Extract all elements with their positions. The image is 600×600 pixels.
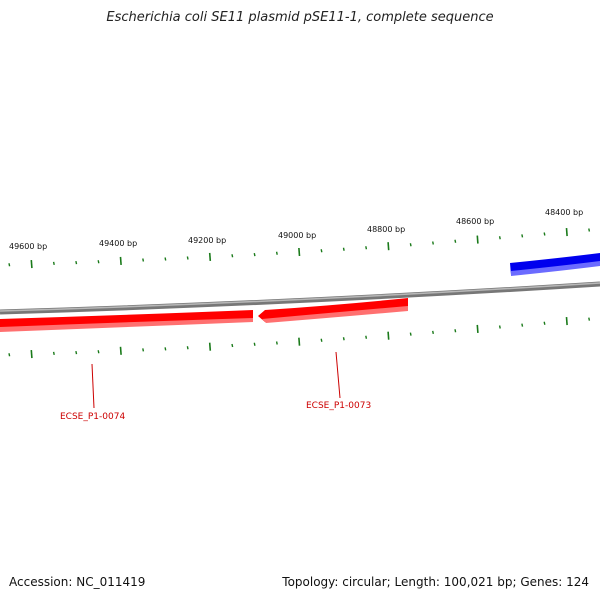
outer-tick-18 [409, 243, 412, 247]
gene-label-line-0073 [335, 351, 341, 399]
outer-tick-8 [186, 256, 189, 260]
outer-tick-5 [119, 256, 122, 265]
scale-label-49000: 49000 bp [278, 231, 316, 240]
scale-label-48800: 48800 bp [367, 225, 405, 234]
inner-tick-19 [432, 330, 434, 335]
outer-tick-13 [298, 247, 301, 257]
inner-tick-13 [298, 337, 301, 346]
inner-tick-2 [52, 351, 55, 356]
outer-tick-22 [498, 236, 501, 240]
outer-tick-ring [8, 228, 591, 269]
scale-label-48600: 48600 bp [456, 217, 494, 226]
outer-tick-10 [231, 254, 234, 258]
inner-tick-26 [588, 317, 591, 321]
outer-tick-11 [253, 252, 256, 257]
outer-tick-2 [52, 261, 55, 266]
scale-label-49400: 49400 bp [99, 239, 137, 248]
inner-tick-6 [142, 348, 145, 352]
inner-tick-24 [543, 321, 546, 325]
outer-tick-0 [8, 263, 11, 267]
inner-tick-4 [97, 350, 100, 354]
inner-tick-5 [119, 346, 122, 355]
inner-tick-20 [454, 329, 457, 333]
outer-tick-4 [97, 260, 100, 264]
outer-tick-14 [320, 249, 323, 253]
outer-tick-23 [521, 234, 524, 238]
inner-tick-3 [75, 350, 78, 355]
outer-tick-12 [275, 251, 278, 255]
scale-label-48400: 48400 bp [545, 208, 583, 217]
outer-tick-3 [75, 260, 78, 265]
outer-tick-21 [476, 235, 479, 244]
accession-text: Accession: NC_011419 [9, 575, 146, 589]
outer-tick-16 [365, 246, 368, 250]
gene-ecse-p1-0074[interactable] [0, 310, 253, 332]
inner-tick-ring [8, 317, 591, 359]
outer-tick-17 [387, 242, 390, 251]
inner-tick-7 [164, 347, 167, 351]
outer-tick-19 [432, 241, 434, 245]
gene-label-ecse-p1-0073[interactable]: ECSE_P1-0073 [306, 401, 371, 411]
plasmid-backbone [0, 281, 600, 315]
inner-tick-25 [565, 317, 568, 326]
inner-tick-16 [365, 335, 368, 339]
outer-tick-24 [543, 232, 546, 236]
scale-label-49600: 49600 bp [9, 242, 47, 251]
inner-tick-15 [342, 337, 345, 341]
inner-tick-12 [275, 341, 278, 345]
scale-label-49200: 49200 bp [188, 236, 226, 245]
inner-tick-8 [186, 346, 189, 350]
map-title: Escherichia coli SE11 plasmid pSE11-1, c… [106, 10, 494, 25]
inner-tick-11 [253, 342, 256, 346]
outer-tick-20 [454, 239, 457, 243]
inner-tick-14 [320, 338, 323, 342]
outer-tick-6 [142, 258, 145, 262]
outer-tick-25 [565, 228, 568, 237]
outer-tick-9 [208, 252, 212, 261]
inner-tick-1 [30, 350, 33, 359]
inner-tick-17 [387, 331, 390, 340]
inner-tick-18 [409, 332, 412, 336]
scale-labels: 49600 bp 49400 bp 49200 bp 49000 bp 4880… [9, 208, 583, 251]
outer-tick-26 [588, 228, 591, 232]
gene-label-line-0074 [91, 363, 95, 409]
topology-summary: Topology: circular; Length: 100,021 bp; … [282, 575, 589, 589]
inner-tick-22 [498, 325, 501, 329]
outer-tick-7 [164, 257, 167, 261]
inner-tick-10 [231, 343, 234, 348]
inner-tick-23 [521, 323, 524, 327]
inner-tick-9 [208, 342, 212, 351]
gene-forward-blue[interactable] [510, 253, 600, 276]
outer-tick-15 [342, 247, 345, 251]
outer-tick-1 [30, 260, 33, 269]
inner-tick-0 [8, 353, 11, 357]
gene-ecse-p1-0073[interactable] [258, 298, 408, 323]
inner-tick-21 [476, 324, 479, 333]
gene-label-ecse-p1-0074[interactable]: ECSE_P1-0074 [60, 412, 125, 422]
